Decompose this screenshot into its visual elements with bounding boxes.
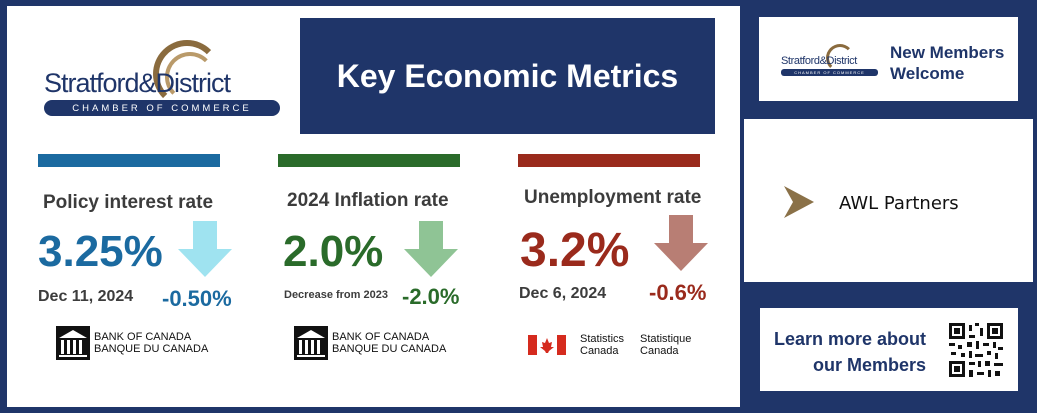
source-line-2: BANQUE DU CANADA [94,343,209,355]
metric-unemployment-rate: Unemployment rate 3.2% Dec 6, 2024 -0.6%… [518,154,738,364]
logo-arc-icon [153,40,221,108]
source-line-1: BANK OF CANADA [332,331,430,343]
metric-label: Policy interest rate [43,192,214,213]
metric-date: Dec 11, 2024 [38,288,134,305]
metric-policy-rate: Policy interest rate 3.25% Dec 11, 2024 … [38,154,268,364]
metric-change: -2.0% [402,284,460,309]
bank-building-icon [56,326,90,360]
bank-of-canada-logo: BANK OF CANADA BANQUE DU CANADA [56,326,208,360]
learn-more-line-2: our Members [812,355,926,375]
qr-code-icon[interactable] [949,323,1003,377]
chevron-right-icon [784,186,814,218]
new-members-line-2: Welcome [890,64,965,83]
metric-date: Dec 6, 2024 [519,285,607,302]
logo-name: Stratford&District [44,68,231,98]
down-arrow-icon [404,221,458,277]
metric-value: 3.25% [38,227,163,276]
page-title: Key Economic Metrics [336,57,679,94]
logo-tagline-bar: CHAMBER OF COMMERCE [44,100,280,116]
title-banner: Key Economic Metrics [300,18,715,134]
metric-stripe [278,154,460,167]
logo-arc-icon [826,44,854,72]
canada-flag-icon [528,335,566,355]
source-line-2: Canada [580,345,619,357]
source-line-1: Statistics [580,333,625,345]
metric-stripe [38,154,220,167]
metric-change: -0.50% [162,286,232,311]
metric-inflation-rate: 2024 Inflation rate 2.0% Decrease from 2… [278,154,508,364]
logo-tagline: CHAMBER OF COMMERCE [72,102,252,114]
metric-date: Decrease from 2023 [284,289,388,301]
partner-card[interactable]: AWL Partners [744,119,1033,282]
bank-of-canada-logo: BANK OF CANADA BANQUE DU CANADA [294,326,446,360]
logo-name: Stratford&District [781,55,857,67]
source-line-1: BANK OF CANADA [94,331,192,343]
statistics-canada-logo: Statistics Canada Statistique Canada [528,333,691,357]
source-line-2: BANQUE DU CANADA [332,343,447,355]
metric-stripe [518,154,700,167]
learn-more-card[interactable]: Learn more about our Members [760,308,1018,391]
new-members-line-1: New Members [890,43,1005,62]
metric-label: 2024 Inflation rate [287,190,449,211]
bank-building-icon [294,326,328,360]
main-panel: Stratford&District CHAMBER OF COMMERCE K… [7,6,740,407]
source-line-3: Statistique [640,333,692,345]
metric-value: 3.2% [520,224,630,277]
logo-tagline-bar: CHAMBER OF COMMERCE [781,69,878,76]
learn-more-text: Learn more about our Members [774,326,926,378]
chamber-logo-small: Stratford&District CHAMBER OF COMMERCE [781,43,881,79]
learn-more-line-1: Learn more about [773,329,926,349]
logo-arc-inner-icon [165,52,215,102]
down-arrow-icon [178,221,232,277]
new-members-text: New Members Welcome [890,42,1004,84]
chamber-logo: Stratford&District CHAMBER OF COMMERCE [41,38,281,118]
new-members-card[interactable]: Stratford&District CHAMBER OF COMMERCE N… [759,17,1018,101]
metric-value: 2.0% [283,227,384,276]
metric-label: Unemployment rate [524,187,702,208]
source-line-4: Canada [640,345,679,357]
logo-tagline: CHAMBER OF COMMERCE [794,70,865,75]
down-arrow-icon [654,215,708,271]
metric-change: -0.6% [649,280,707,305]
partner-name: AWL Partners [839,193,959,214]
